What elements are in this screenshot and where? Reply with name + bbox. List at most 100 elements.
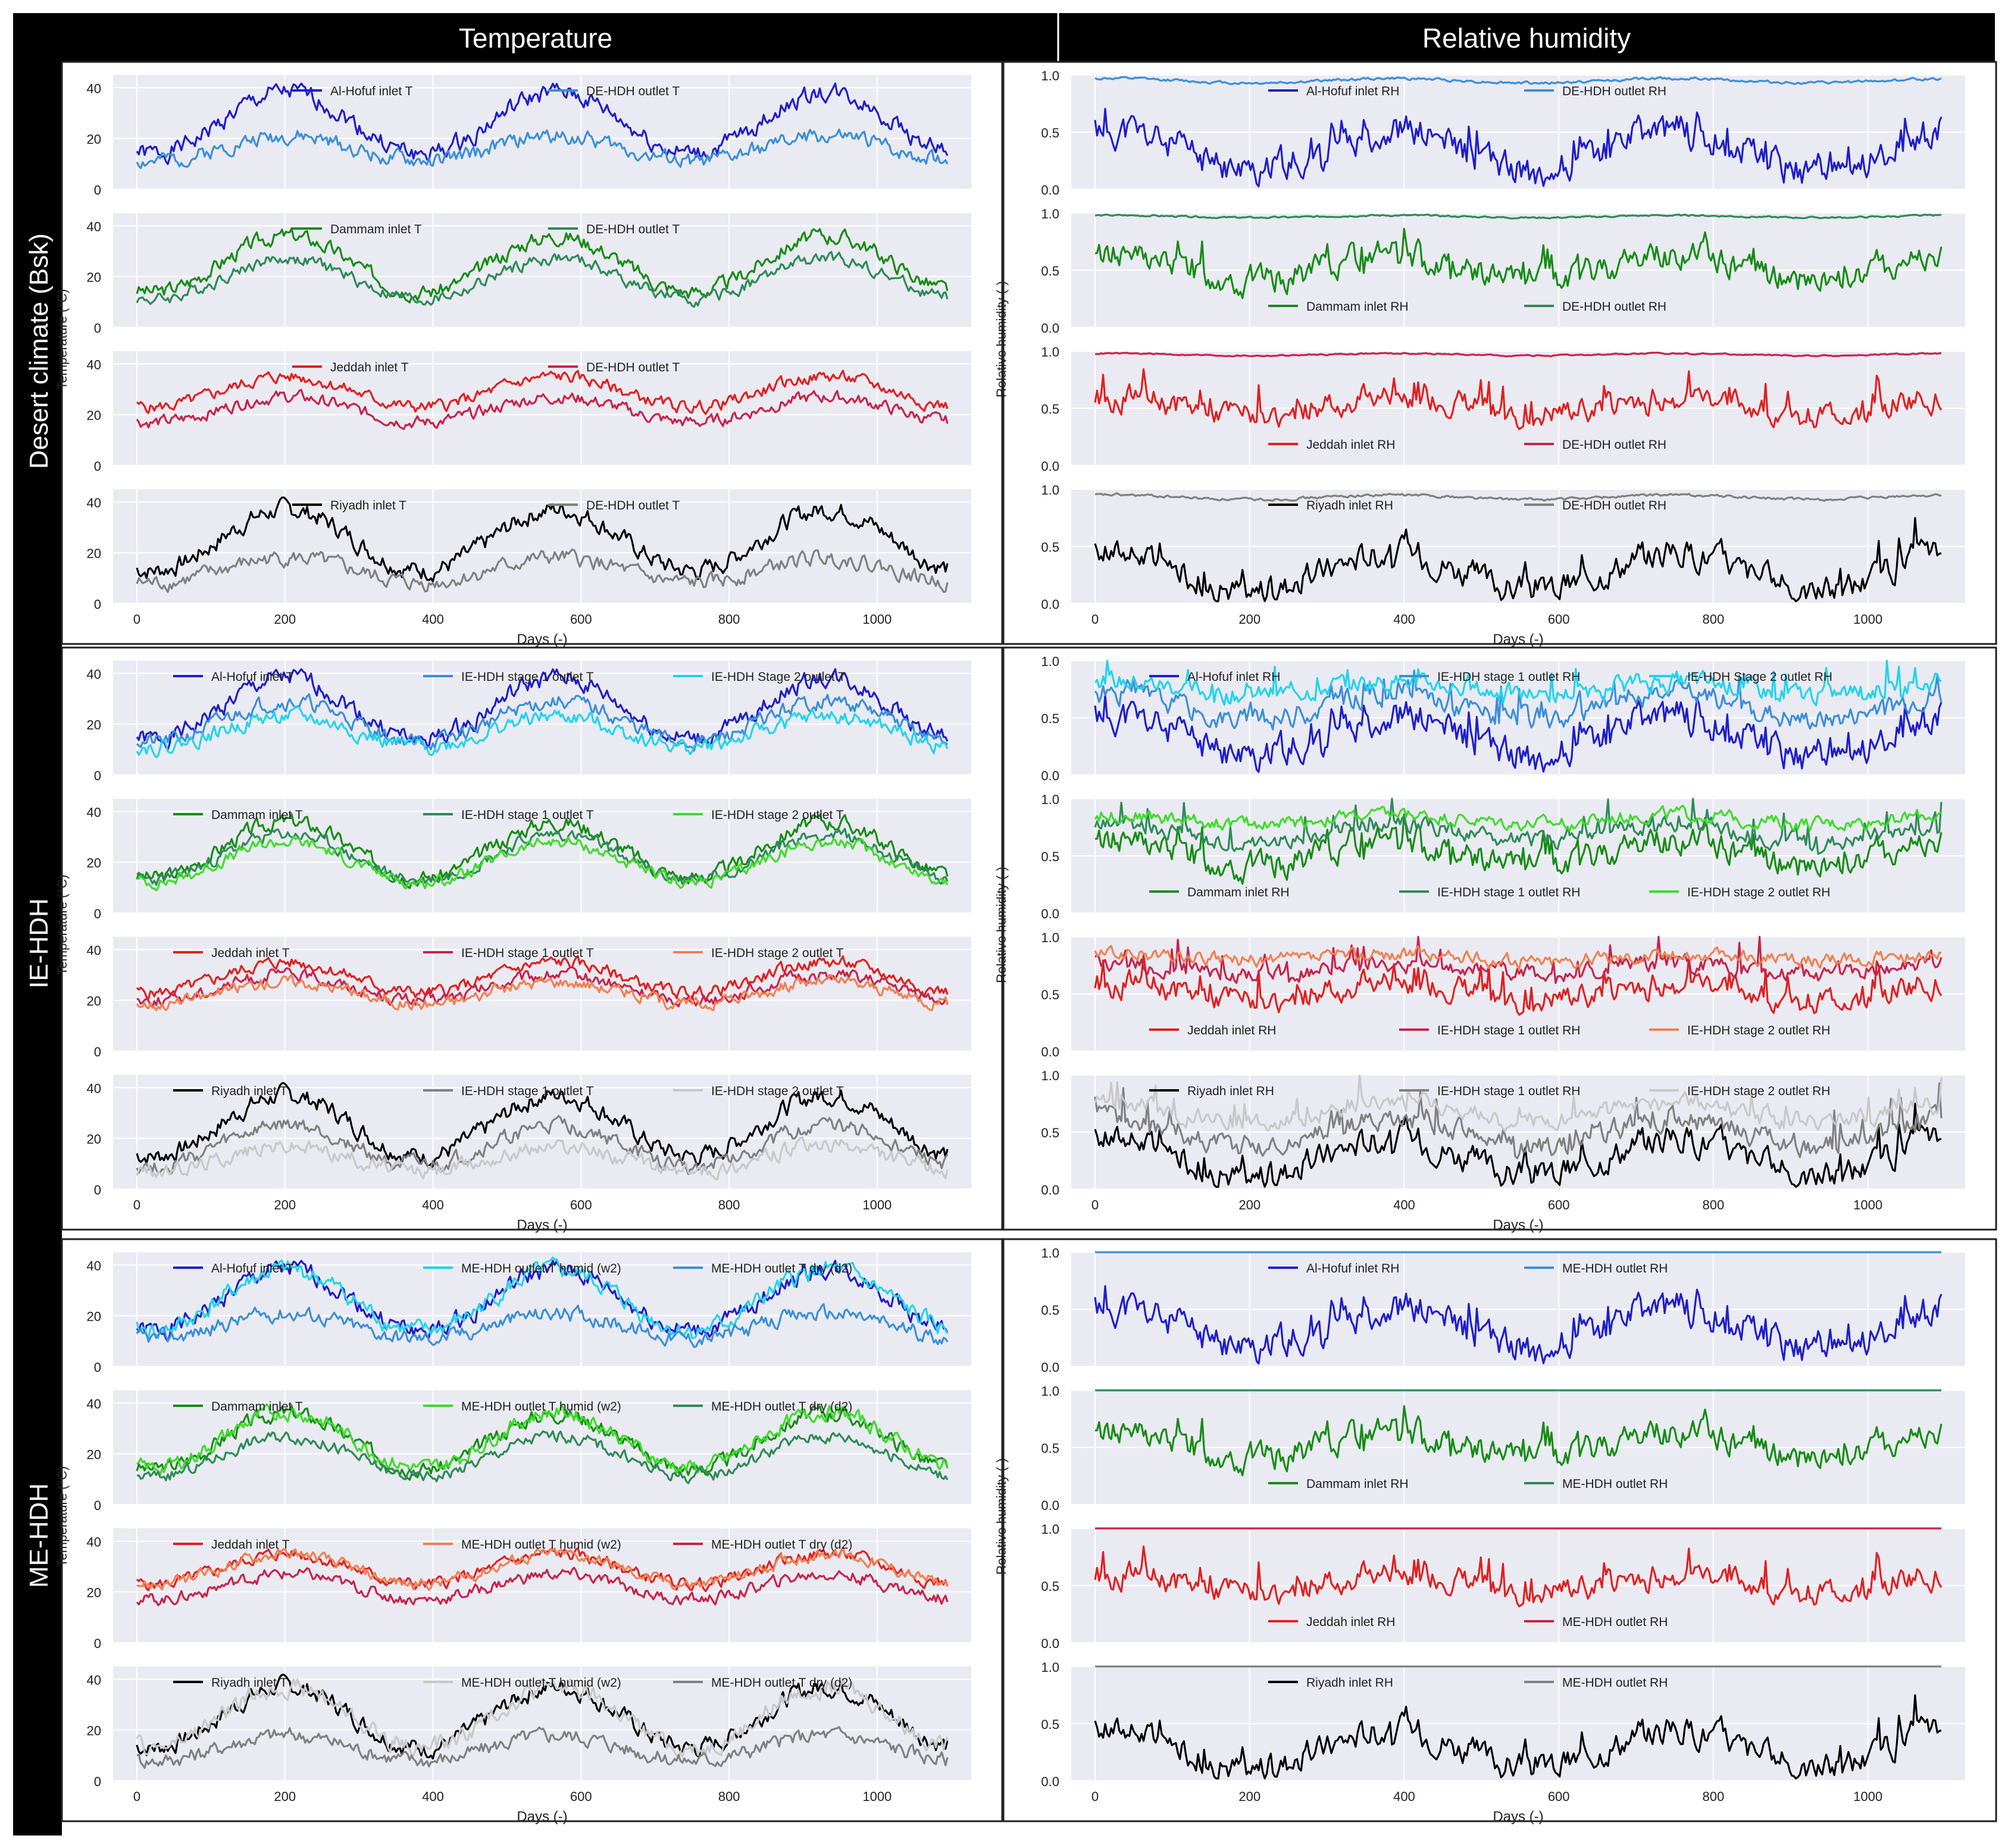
y-tick-label: 0 xyxy=(94,459,101,474)
x-tick-label: 600 xyxy=(1548,612,1570,627)
legend-label: Al-Hofuf inlet RH xyxy=(1306,1262,1399,1275)
legend-label: ME-HDH outlet T humid (w2) xyxy=(461,1538,621,1552)
y-tick-label: 40 xyxy=(87,805,101,820)
y-tick-label: 20 xyxy=(87,270,101,285)
series-line-0 xyxy=(136,370,949,415)
y-tick-label: 20 xyxy=(87,546,101,561)
legend-label: IE-HDH stage 2 outlet T xyxy=(711,1084,844,1098)
series-line-0 xyxy=(1094,693,1943,773)
y-tick-label: 0 xyxy=(94,906,101,921)
y-tick-label: 0 xyxy=(94,1498,101,1513)
y-tick-label: 1.0 xyxy=(1041,654,1059,669)
y-tick-label: 0.5 xyxy=(1041,402,1059,417)
legend-label: IE-HDH stage 2 outlet RH xyxy=(1687,1084,1830,1098)
x-tick-label: 800 xyxy=(1703,612,1725,627)
y-tick-label: 40 xyxy=(87,1258,101,1273)
panel-0: 0.0 0.5 1.0 Al-Hofuf inlet RH DE-HDH outlet … xyxy=(1041,68,1965,198)
x-tick-label: 800 xyxy=(1703,1197,1725,1212)
y-tick-label: 0 xyxy=(94,1774,101,1789)
legend-label: Riyadh inlet RH xyxy=(1306,499,1393,512)
panel-1: 0.0 0.5 1.0 Dammam inlet RH IE-HDH stage 1 o… xyxy=(1041,792,1965,921)
y-tick-label: 0.0 xyxy=(1041,1045,1059,1059)
legend-label: Jeddah inlet T xyxy=(211,1538,290,1552)
y-tick-label: 20 xyxy=(87,1132,101,1147)
y-tick-label: 1.0 xyxy=(1041,1068,1059,1083)
y-tick-label: 0.5 xyxy=(1041,1303,1059,1318)
legend-label: Riyadh inlet T xyxy=(211,1084,287,1098)
series-line-1 xyxy=(1094,1082,1943,1159)
series-line-1 xyxy=(136,1403,949,1476)
legend-label: Dammam inlet RH xyxy=(1187,886,1290,899)
series-line-1 xyxy=(136,251,949,308)
panel-1: 0.0 0.5 1.0 Dammam inlet RH ME-HDH outlet RH xyxy=(1041,1384,1965,1513)
x-axis-label: Days (-) xyxy=(1493,1217,1543,1233)
panel-3: 0.0 0.5 1.0 Riyadh inlet RH ME-HDH outlet RH… xyxy=(1041,1660,1965,1825)
x-tick-label: 600 xyxy=(570,1789,592,1804)
series-line-0 xyxy=(136,82,949,165)
legend-label: ME-HDH outlet T humid (w2) xyxy=(461,1262,621,1275)
series-line-1 xyxy=(136,1678,949,1759)
legend-label: Dammam inlet T xyxy=(211,1400,303,1414)
x-tick-label: 400 xyxy=(422,1197,444,1212)
x-tick-label: 800 xyxy=(718,612,740,627)
legend-label: IE-HDH stage 1 outlet RH xyxy=(1437,1084,1580,1098)
legend-label: IE-HDH stage 1 outlet RH xyxy=(1437,1024,1580,1037)
legend-label: Dammam inlet RH xyxy=(1306,1477,1409,1491)
series-line-1 xyxy=(136,548,949,593)
legend-label: Jeddah inlet RH xyxy=(1306,438,1395,452)
y-tick-label: 0.0 xyxy=(1041,1774,1059,1789)
series-line-1 xyxy=(136,129,949,170)
series-line-0 xyxy=(1094,368,1943,430)
y-axis-label: Relative humidity (-) xyxy=(994,1458,1009,1575)
x-tick-label: 400 xyxy=(1393,612,1415,627)
y-tick-label: 20 xyxy=(87,132,101,147)
series-line-0 xyxy=(1094,1405,1943,1477)
y-tick-label: 40 xyxy=(87,667,101,681)
legend-label: IE-HDH stage 1 outlet T xyxy=(461,808,594,822)
y-tick-label: 0.5 xyxy=(1041,987,1059,1002)
series-line-0 xyxy=(1094,1694,1942,1780)
legend-label: IE-HDH Stage 2 outlet T xyxy=(711,670,846,684)
series-line-0 xyxy=(136,496,949,583)
panel-1: 0 20 40 Dammam inlet T IE-HDH stage 1 outlet… xyxy=(87,799,971,921)
legend-label: DE-HDH outlet RH xyxy=(1562,499,1666,512)
y-axis-label: Temperature (°C) xyxy=(55,1466,70,1567)
series-line-0 xyxy=(1094,1102,1942,1188)
x-tick-label: 1000 xyxy=(1853,1197,1882,1212)
panel-1: 0 20 40 Dammam inlet T ME-HDH outlet T humid… xyxy=(87,1390,971,1513)
series-line-0 xyxy=(1094,1285,1943,1365)
y-tick-label: 20 xyxy=(87,718,101,733)
series-line-1 xyxy=(136,1547,949,1591)
series-line-0 xyxy=(1094,1545,1943,1608)
y-axis-label: Relative humidity (-) xyxy=(994,281,1009,398)
x-tick-label: 400 xyxy=(422,1789,444,1804)
panel-0: 0 20 40 Al-Hofuf inlet T IE-HDH stage 1 outl… xyxy=(87,661,971,783)
panel-2: 0.0 0.5 1.0 Jeddah inlet RH DE-HDH outlet RH xyxy=(1041,345,1965,474)
group-box xyxy=(61,646,1003,1231)
y-tick-label: 0.5 xyxy=(1041,1579,1059,1594)
y-tick-label: 1.0 xyxy=(1041,483,1059,498)
row-label-desert: Desert climate (Bsk) xyxy=(24,233,54,469)
legend-label: IE-HDH stage 2 outlet T xyxy=(711,946,844,960)
y-tick-label: 0.0 xyxy=(1041,1498,1059,1513)
panel-3: 0 20 40 Riyadh inlet T DE-HDH outlet T 0 200 40… xyxy=(87,489,971,648)
y-tick-label: 0.5 xyxy=(1041,126,1059,140)
x-tick-label: 600 xyxy=(1548,1197,1570,1212)
legend-label: Dammam inlet RH xyxy=(1306,300,1409,314)
y-tick-label: 1.0 xyxy=(1041,1660,1059,1675)
panels-layer: 0 20 40 Al-Hofuf inlet T DE-HDH outlet T 0 20 4… xyxy=(55,61,1997,1825)
legend-label: Riyadh inlet T xyxy=(211,1676,287,1690)
series-line-0 xyxy=(1094,108,1943,187)
y-tick-label: 40 xyxy=(87,1672,101,1687)
series-line-1 xyxy=(1094,798,1943,855)
panel-0: 0.0 0.5 1.0 Al-Hofuf inlet RH IE-HDH stage 1… xyxy=(1041,654,1965,783)
y-tick-label: 0.5 xyxy=(1041,711,1059,726)
legend-label: ME-HDH outlet RH xyxy=(1562,1262,1668,1275)
legend-label: DE-HDH outlet RH xyxy=(1562,438,1666,452)
y-tick-label: 20 xyxy=(87,994,101,1009)
legend-label: IE-HDH stage 2 outlet RH xyxy=(1687,886,1830,899)
legend-label: Al-Hofuf inlet T xyxy=(211,670,294,684)
panel-2: 0 20 40 Jeddah inlet T ME-HDH outlet T humid… xyxy=(87,1528,971,1651)
legend-label: Riyadh inlet RH xyxy=(1306,1676,1393,1690)
legend-label: Riyadh inlet RH xyxy=(1187,1084,1274,1098)
